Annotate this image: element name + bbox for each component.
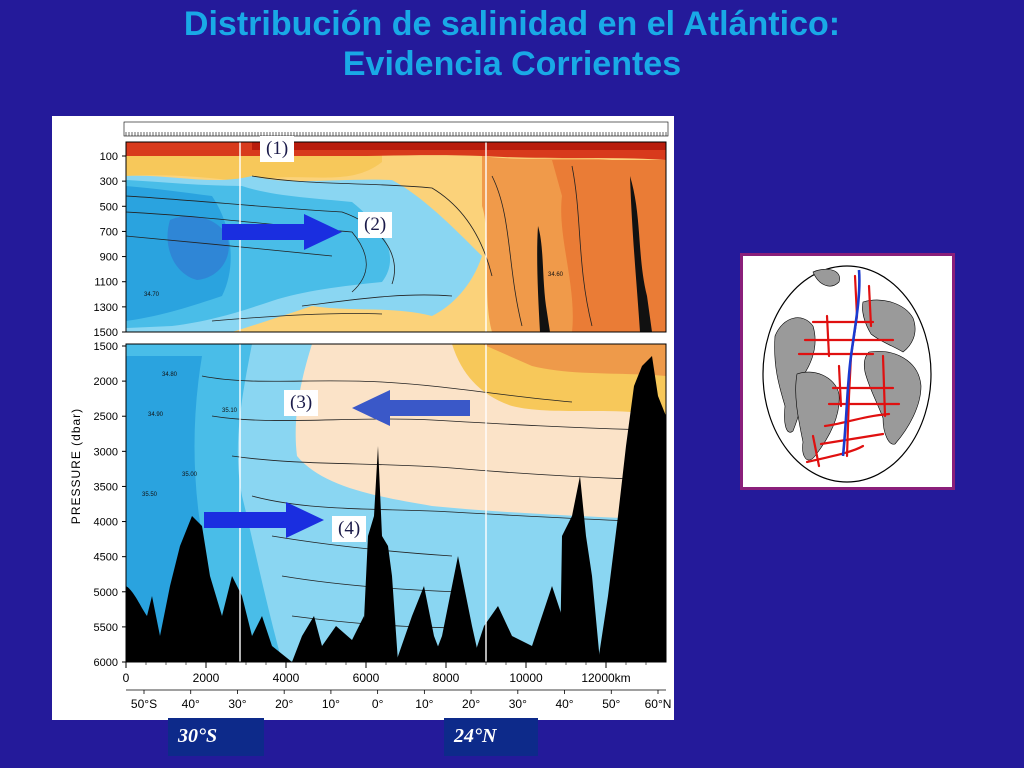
slide-title: Distribución de salinidad en el Atlántic… [0,4,1024,84]
y-tick-label-lower: 6000 [94,657,118,669]
arrow-3 [352,390,470,426]
panel-break [126,332,666,344]
lat-tick-label: 60°N [645,697,672,711]
section-axes: 100 300 500 700 900 1100 1300 1500 1500 2000 2500 3… [94,141,672,711]
top-station-ruler [123,121,669,137]
x-tick-label: 8000 [433,671,460,685]
y-tick-label-upper: 700 [100,226,118,238]
arrow-2 [222,214,342,250]
y-tick-label-upper: 300 [100,176,118,188]
annotation-4: (4) [332,516,367,542]
latitude-badge-30s: 30°S [168,718,264,756]
x-tick-label: 6000 [353,671,380,685]
lat-tick-label: 20° [462,697,480,711]
y-tick-label-upper: 100 [100,151,118,163]
lat-tick-label: 40° [182,697,200,711]
y-tick-label-lower: 4000 [94,517,118,529]
upper-panel-frame [125,141,667,333]
contour-label: 34.60 [548,272,564,278]
lat-tick-label: 0° [372,697,384,711]
x-tick-label: 4000 [273,671,300,685]
lat-tick-label: 40° [555,697,573,711]
x-tick-label: 0 [123,671,130,685]
lat-tick-label: 50° [602,697,620,711]
lat-tick-label: 30° [228,697,246,711]
y-tick-label-upper: 1100 [94,277,118,289]
lat-tick-label: 10° [415,697,433,711]
y-tick-label-lower: 3500 [94,481,118,493]
annotation-3: (3) [284,390,319,416]
lat-tick-label: 20° [275,697,293,711]
y-tick-label-upper: 500 [100,201,118,213]
lat-tick-label: 10° [322,697,340,711]
y-axis-label: PRESSURE (dbar) [69,408,83,524]
y-tick-label-lower: 1500 [94,341,118,353]
contour-label: 35.00 [182,472,198,478]
lower-panel-frame [125,343,667,663]
contour-label: 35.10 [222,408,238,414]
y-tick-label-upper: 900 [100,252,118,264]
contour-label: 34.80 [162,372,178,378]
contour-label: 34.90 [148,412,164,418]
arrow-4 [204,502,324,538]
current-arrows [204,214,470,538]
y-tick-label-lower: 2500 [94,411,118,423]
lat-tick-label: 30° [509,697,527,711]
contour-label: 34.70 [144,292,160,298]
lat-tick-label: 50°S [131,697,157,711]
y-tick-label-lower: 2000 [94,376,118,388]
atlantic-map-inset [740,253,955,490]
annotation-1: (1) [260,136,295,162]
y-tick-label-upper: 1500 [94,327,118,339]
x-tick-label: 10000 [509,671,543,685]
y-tick-label-lower: 5000 [94,587,118,599]
salinity-section-svg: 100 300 500 700 900 1100 1300 1500 1500 2000 2500 3… [52,116,674,720]
latitude-badge-24n: 24°N [444,718,538,756]
y-tick-label-lower: 4500 [94,552,118,564]
y-tick-label-upper: 1300 [94,302,118,314]
upper-panel [125,142,666,332]
lower-panel [126,344,666,662]
contour-label: 35.50 [142,492,158,498]
salinity-section-chart: 100 300 500 700 900 1100 1300 1500 1500 2000 2500 3… [52,116,674,720]
title-line-1: Distribución de salinidad en el Atlántic… [183,5,841,43]
x-tick-label: 12000km [581,671,630,685]
y-tick-label-lower: 5500 [94,622,118,634]
title-line-2: Evidencia Corrientes [342,45,682,83]
x-tick-label: 2000 [193,671,220,685]
atlantic-map-svg [762,265,932,483]
y-tick-label-lower: 3000 [94,446,118,458]
annotation-2: (2) [358,212,393,238]
